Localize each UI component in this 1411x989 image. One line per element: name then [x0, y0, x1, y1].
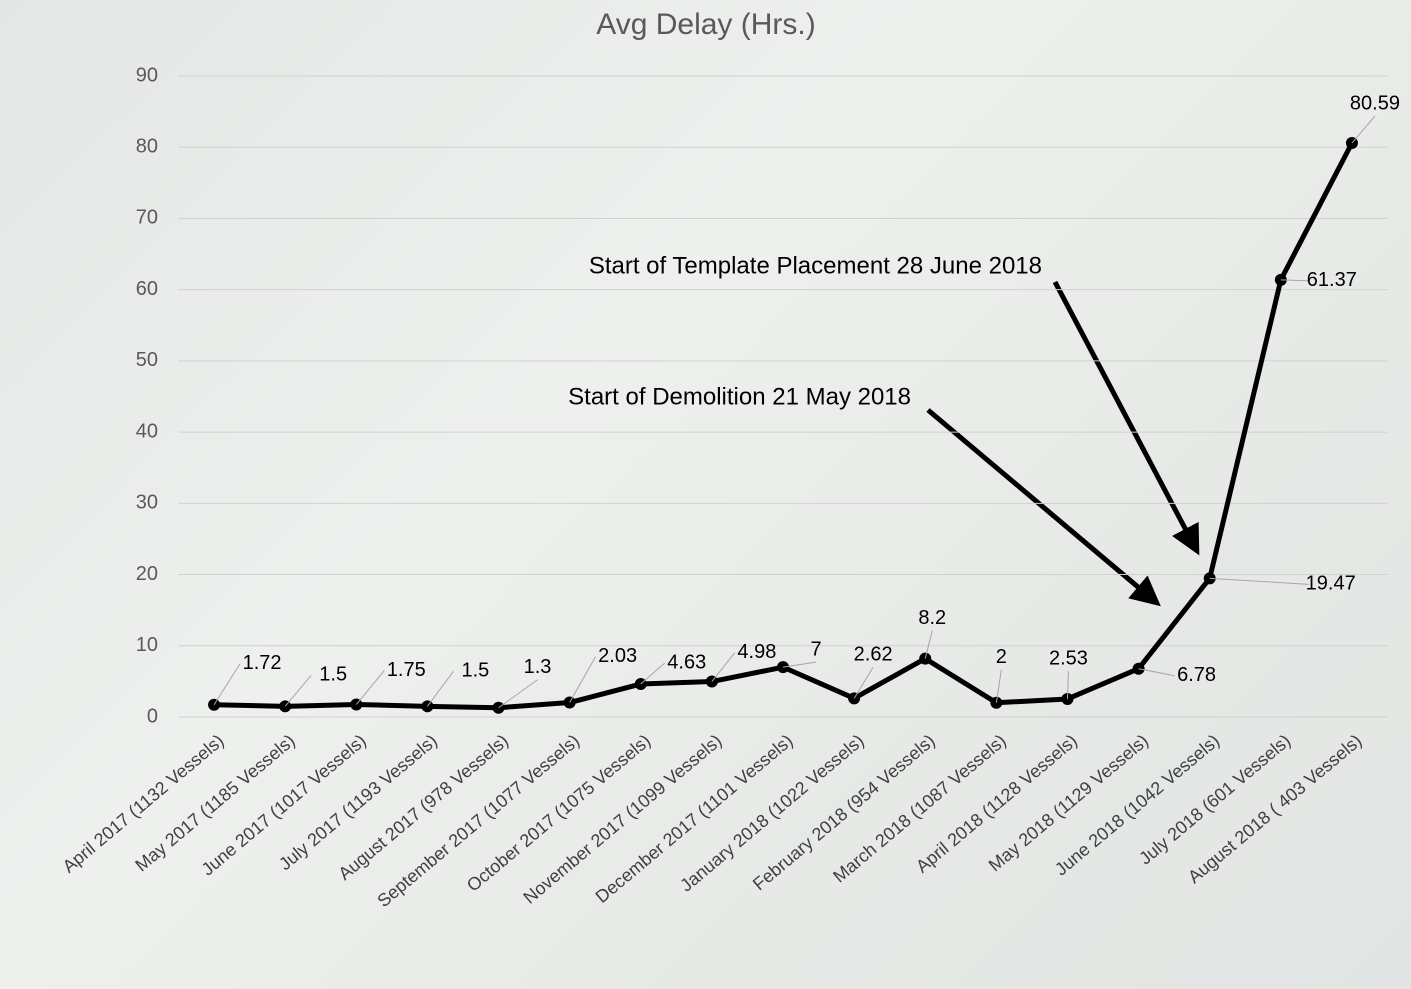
leader-line	[498, 679, 538, 709]
leader-line	[569, 656, 597, 703]
leader-line	[1280, 279, 1310, 282]
leader-line	[355, 670, 385, 705]
data-label: 1.3	[524, 656, 552, 678]
data-label: 1.75	[387, 659, 426, 681]
data-label: 2.53	[1049, 647, 1088, 669]
y-tick-label: 40	[136, 420, 158, 442]
data-label: 6.78	[1177, 664, 1216, 686]
leader-line	[640, 662, 666, 685]
data-label: 7	[810, 638, 821, 660]
leader-line	[995, 669, 1002, 703]
chart-title: Avg Delay (Hrs.)	[596, 8, 816, 41]
leader-line	[1351, 115, 1376, 144]
data-label: 1.5	[319, 664, 347, 686]
annotation: Start of Template Placement 28 June 2018	[589, 252, 1042, 279]
y-tick-label: 30	[136, 492, 158, 514]
leader-line	[924, 630, 933, 659]
y-tick-label: 10	[136, 634, 158, 656]
leader-line	[213, 663, 241, 706]
leader-line	[711, 652, 736, 682]
data-label: 2	[996, 646, 1007, 668]
y-tick-label: 90	[136, 64, 158, 86]
leader-line	[853, 667, 874, 699]
y-tick-label: 0	[147, 705, 158, 727]
leader-line	[1138, 668, 1175, 677]
data-label: 19.47	[1306, 573, 1356, 595]
annotation-arrow	[1052, 280, 1200, 556]
leader-line	[1066, 670, 1069, 699]
data-label: 1.72	[243, 652, 282, 674]
leader-line	[284, 674, 312, 707]
leader-line	[782, 661, 817, 668]
data-label: 61.37	[1307, 269, 1357, 291]
data-label: 80.59	[1350, 92, 1400, 114]
data-label: 2.03	[598, 645, 637, 667]
line	[214, 141, 1355, 711]
y-tick-label: 60	[136, 278, 158, 300]
data-label: 1.5	[462, 660, 490, 682]
leader-line	[427, 671, 454, 707]
data-label: 4.63	[667, 651, 706, 673]
data-label: 8.2	[918, 607, 946, 629]
y-tick-label: 50	[136, 349, 158, 371]
y-tick-label: 70	[136, 207, 158, 229]
annotation-arrow	[926, 408, 1161, 607]
leader-line	[1209, 577, 1309, 585]
y-tick-label: 80	[136, 136, 158, 158]
y-tick-label: 20	[136, 563, 158, 585]
data-label: 4.98	[737, 641, 776, 663]
annotation: Start of Demolition 21 May 2018	[568, 383, 911, 410]
data-label: 2.62	[854, 644, 893, 666]
